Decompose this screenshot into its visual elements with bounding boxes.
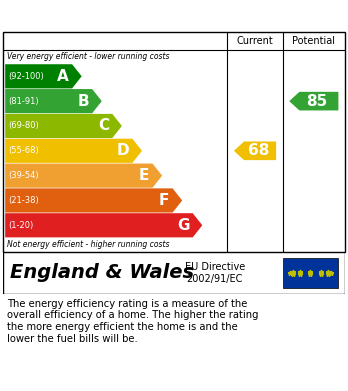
Text: (55-68): (55-68) xyxy=(9,146,39,155)
Text: B: B xyxy=(77,93,89,109)
Polygon shape xyxy=(5,163,162,188)
Text: The energy efficiency rating is a measure of the
overall efficiency of a home. T: The energy efficiency rating is a measur… xyxy=(7,299,259,344)
Polygon shape xyxy=(5,139,142,163)
Polygon shape xyxy=(5,114,122,138)
Text: A: A xyxy=(57,69,69,84)
Text: (21-38): (21-38) xyxy=(9,196,39,205)
Polygon shape xyxy=(5,64,82,88)
Text: Not energy efficient - higher running costs: Not energy efficient - higher running co… xyxy=(7,240,169,249)
Text: E: E xyxy=(139,168,149,183)
Text: England & Wales: England & Wales xyxy=(10,264,195,283)
Text: (1-20): (1-20) xyxy=(9,221,34,230)
Text: F: F xyxy=(159,193,169,208)
Polygon shape xyxy=(289,92,338,110)
Polygon shape xyxy=(234,142,276,160)
Text: Potential: Potential xyxy=(292,36,335,46)
Polygon shape xyxy=(5,188,182,213)
Text: Very energy efficient - lower running costs: Very energy efficient - lower running co… xyxy=(7,52,169,61)
Polygon shape xyxy=(5,213,202,237)
Text: (92-100): (92-100) xyxy=(9,72,44,81)
Text: Energy Efficiency Rating: Energy Efficiency Rating xyxy=(50,7,298,25)
Text: C: C xyxy=(98,118,109,133)
Polygon shape xyxy=(5,89,102,113)
FancyBboxPatch shape xyxy=(283,258,338,288)
Text: (39-54): (39-54) xyxy=(9,171,39,180)
Text: 68: 68 xyxy=(248,143,269,158)
Text: (81-91): (81-91) xyxy=(9,97,39,106)
Text: (69-80): (69-80) xyxy=(9,122,39,131)
Text: G: G xyxy=(177,218,189,233)
Text: 85: 85 xyxy=(307,93,328,109)
Text: Current: Current xyxy=(237,36,274,46)
Text: EU Directive
2002/91/EC: EU Directive 2002/91/EC xyxy=(185,262,245,284)
Text: D: D xyxy=(116,143,129,158)
